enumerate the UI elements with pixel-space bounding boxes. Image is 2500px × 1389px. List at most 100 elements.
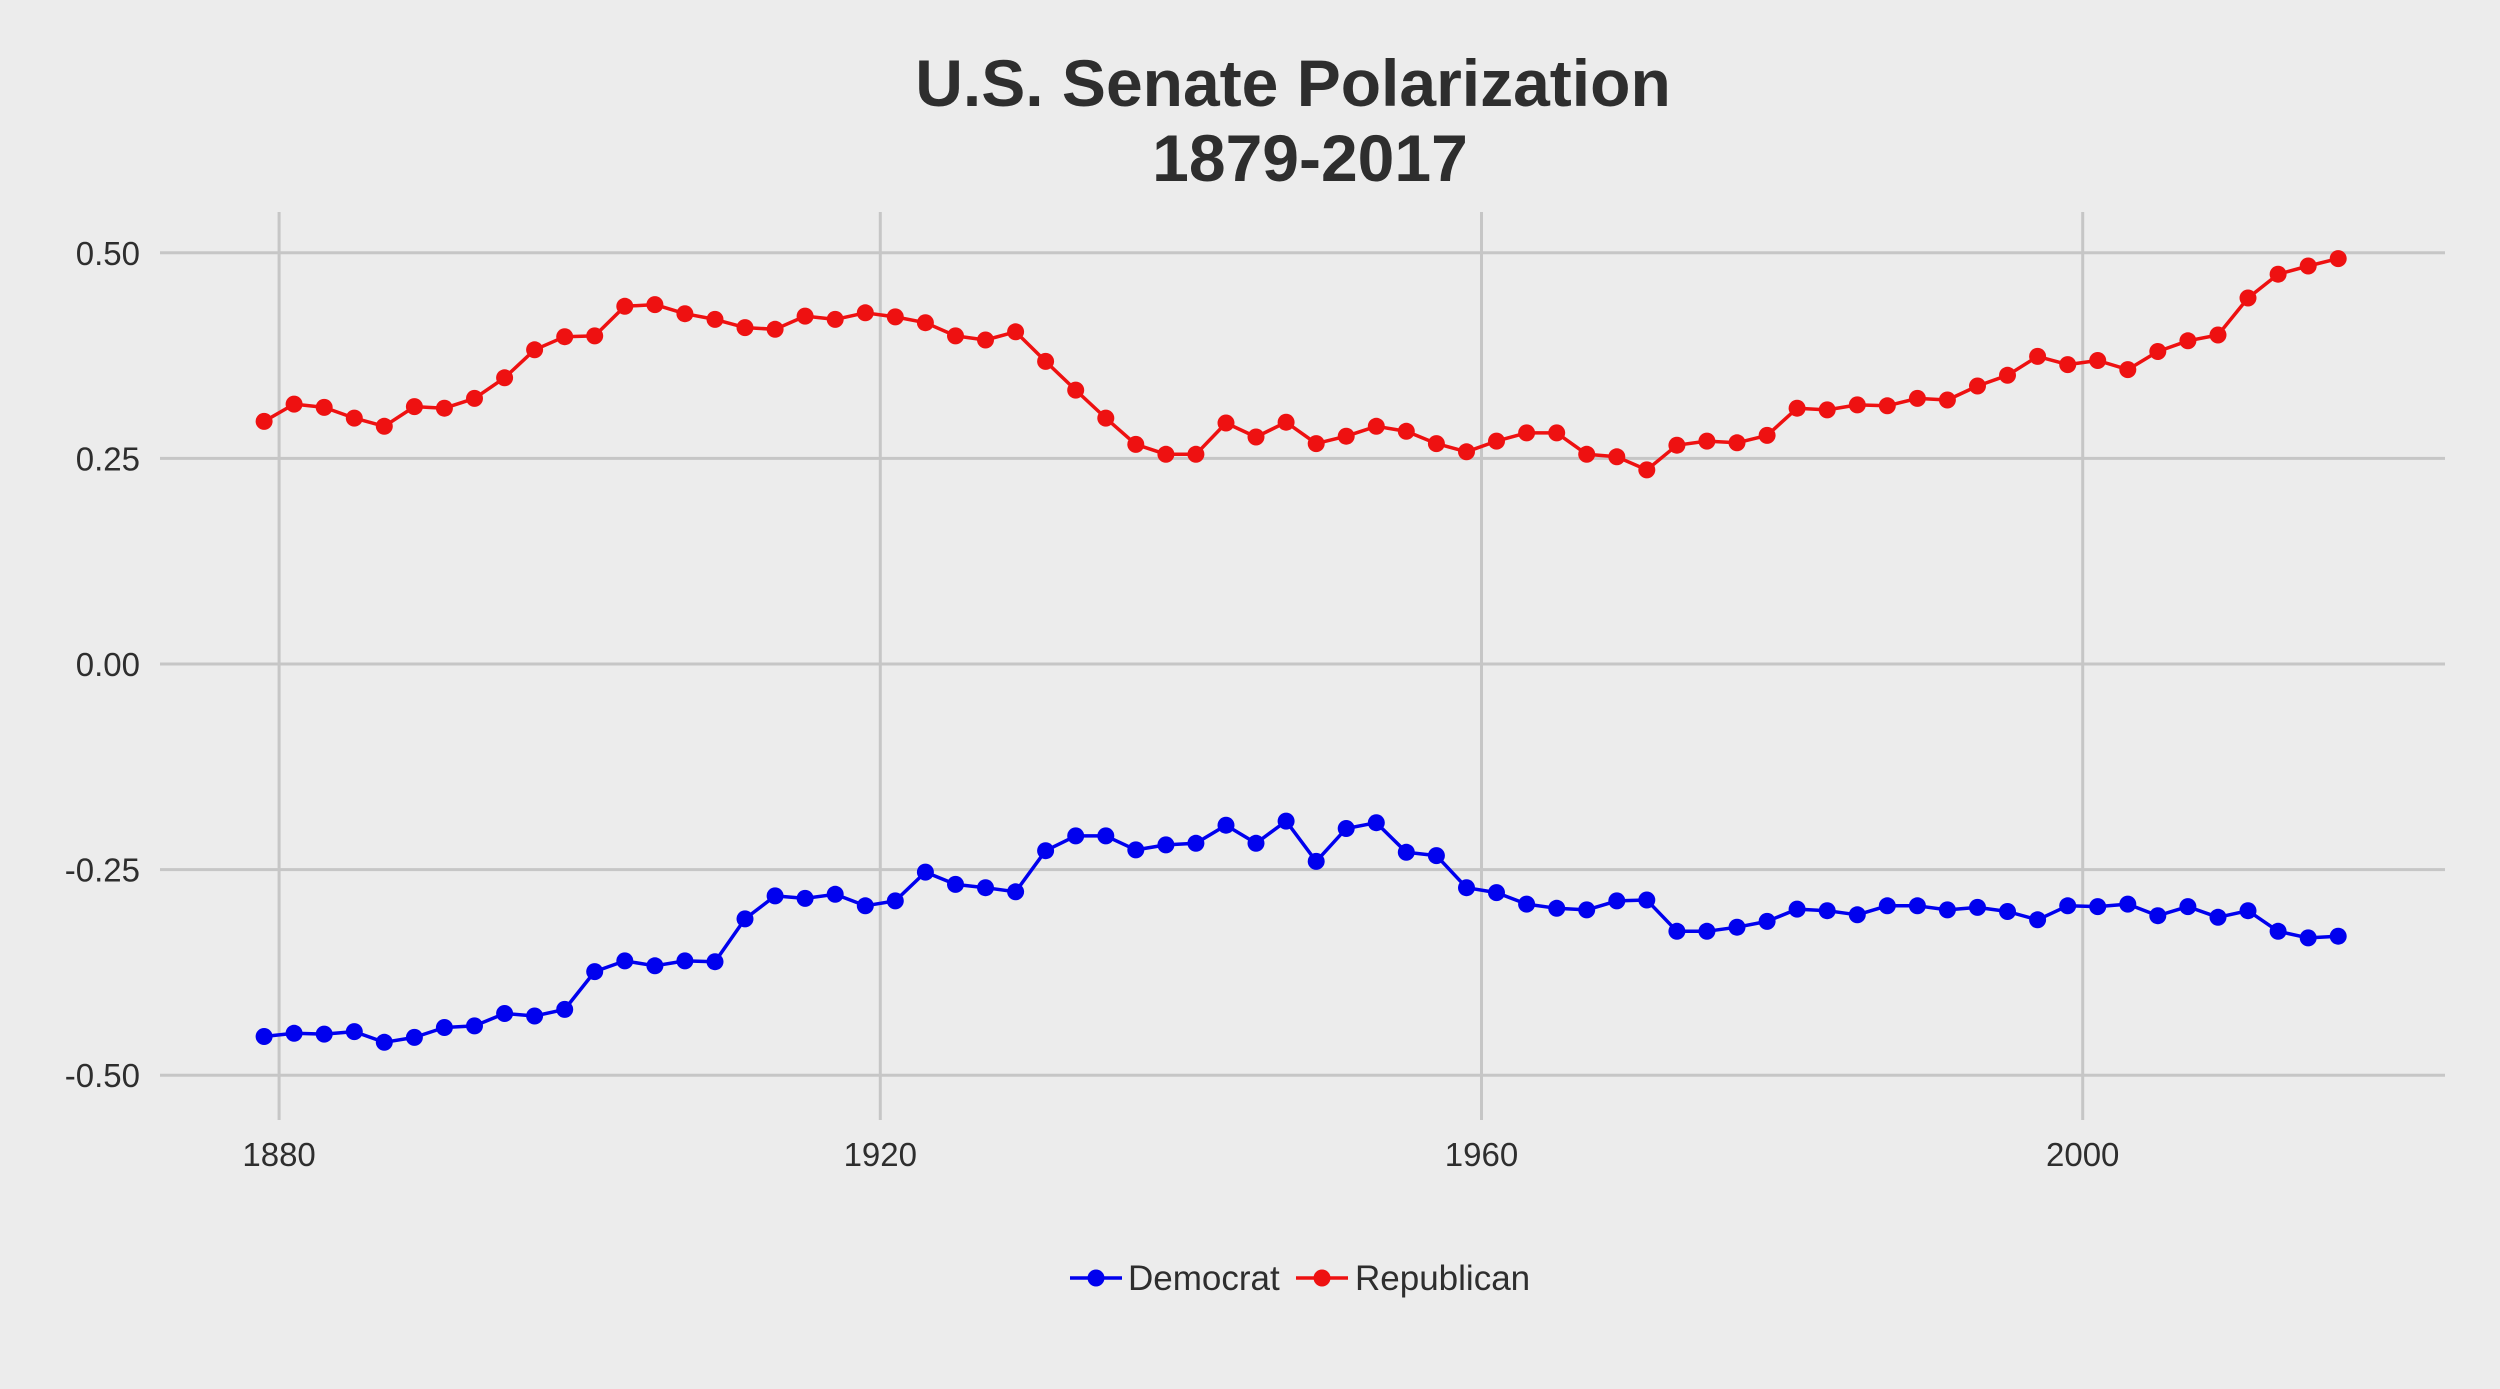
republican-point: [1427, 435, 1445, 453]
republican-point: [1608, 448, 1626, 466]
x-tick-label: 1880: [242, 1136, 315, 1173]
democrat-point: [1969, 898, 1986, 916]
democrat-point: [1007, 883, 1025, 901]
democrat-point: [1668, 922, 1686, 940]
y-tick-label: 0.00: [76, 646, 140, 683]
republican-point: [2089, 352, 2107, 369]
republican-point: [1157, 445, 1175, 463]
republican-point: [466, 389, 483, 407]
republican-point: [1969, 377, 1986, 395]
republican-point: [2269, 265, 2287, 283]
republican-point: [1999, 366, 2016, 384]
legend-swatch-point: [1087, 1269, 1105, 1287]
democrat-point: [1518, 895, 1536, 913]
democrat-point: [2239, 902, 2257, 920]
republican-point: [586, 327, 604, 345]
democrat-point: [1337, 820, 1355, 837]
republican-point: [916, 314, 934, 332]
x-tick-label: 1960: [1445, 1136, 1518, 1173]
republican-point: [1758, 426, 1776, 444]
democrat-point: [526, 1007, 544, 1025]
republican-point: [736, 319, 754, 337]
republican-point: [345, 409, 363, 427]
x-tick-label: 2000: [2046, 1136, 2119, 1173]
chart-title-line-1: U.S. Senate Polarization: [915, 46, 1671, 120]
democrat-point: [1397, 843, 1415, 861]
republican-point: [1908, 389, 1926, 407]
republican-point: [1127, 435, 1145, 453]
republican-point: [315, 398, 333, 416]
republican-point: [886, 308, 904, 326]
republican-point: [1217, 414, 1235, 432]
republican-point: [706, 310, 724, 328]
republican-point: [1488, 432, 1505, 450]
series-democrat: [255, 812, 2347, 1051]
democrat-point: [1307, 852, 1325, 870]
republican-point: [1578, 445, 1596, 463]
democrat-point: [1187, 834, 1205, 852]
democrat-point: [856, 897, 874, 915]
republican-point: [255, 412, 273, 430]
democrat-point: [255, 1028, 273, 1045]
republican-point: [796, 307, 814, 325]
democrat-point: [1908, 897, 1926, 915]
x-tick-label: 1920: [844, 1136, 917, 1173]
democrat-point: [2269, 922, 2287, 940]
republican-point: [1938, 391, 1956, 409]
democrat-point: [586, 963, 604, 981]
republican-point: [977, 331, 994, 349]
y-axis-tick-labels: -0.50 -0.25 0.00 0.25 0.50: [65, 235, 140, 1094]
republican-point: [826, 310, 844, 328]
republican-point: [2029, 347, 2047, 365]
republican-point: [2209, 326, 2227, 344]
republican-point: [646, 296, 664, 314]
republican-point: [1818, 401, 1836, 419]
democrat-point: [1999, 903, 2016, 920]
democrat-point: [2149, 907, 2167, 925]
republican-point: [2059, 356, 2077, 374]
chart-title-line-2: 1879-2017: [1152, 121, 1468, 195]
republican-point: [435, 399, 453, 417]
series-republican: [255, 250, 2347, 479]
chart-title: U.S. Senate Polarization 1879-2017: [915, 46, 1671, 195]
democrat-point: [2089, 898, 2107, 916]
democrat-point: [435, 1019, 453, 1036]
republican-point: [856, 304, 874, 322]
republican-point: [1037, 352, 1055, 370]
democrat-point: [1818, 902, 1836, 920]
democrat-point: [1698, 922, 1716, 940]
democrat-point: [2029, 911, 2047, 929]
democrat-point: [706, 953, 724, 971]
republican-point: [766, 320, 784, 338]
x-gridlines: [277, 212, 2085, 1120]
democrat-point: [766, 887, 784, 905]
democrat-point: [466, 1017, 483, 1035]
democrat-point: [1217, 816, 1235, 834]
democrat-point: [315, 1025, 333, 1043]
republican-point: [1097, 409, 1115, 427]
republican-point: [1397, 422, 1415, 440]
democrat-point: [496, 1005, 514, 1022]
democrat-point: [1247, 834, 1265, 852]
republican-point: [556, 328, 574, 346]
democrat-point: [2209, 908, 2227, 926]
democrat-point: [1938, 901, 1956, 919]
legend-item-republican: Republican: [1296, 1259, 1530, 1298]
republican-point: [2179, 332, 2197, 350]
democrat-point: [1458, 879, 1475, 897]
republican-point: [2119, 361, 2137, 379]
democrat-point: [1638, 891, 1656, 909]
x-axis-tick-labels: 1880 1920 1960 2000: [242, 1136, 2119, 1173]
republican-point: [405, 398, 423, 416]
republican-point: [1548, 424, 1566, 442]
democrat-point: [646, 957, 664, 975]
legend-swatch-point: [1313, 1269, 1331, 1287]
democrat-point: [1788, 900, 1806, 918]
democrat-point: [345, 1023, 363, 1041]
republican-point: [1337, 427, 1355, 445]
democrat-point: [405, 1028, 423, 1046]
democrat-point: [977, 879, 994, 897]
republican-point: [676, 305, 694, 323]
republican-point: [1247, 428, 1265, 446]
legend-label: Democrat: [1128, 1259, 1280, 1298]
